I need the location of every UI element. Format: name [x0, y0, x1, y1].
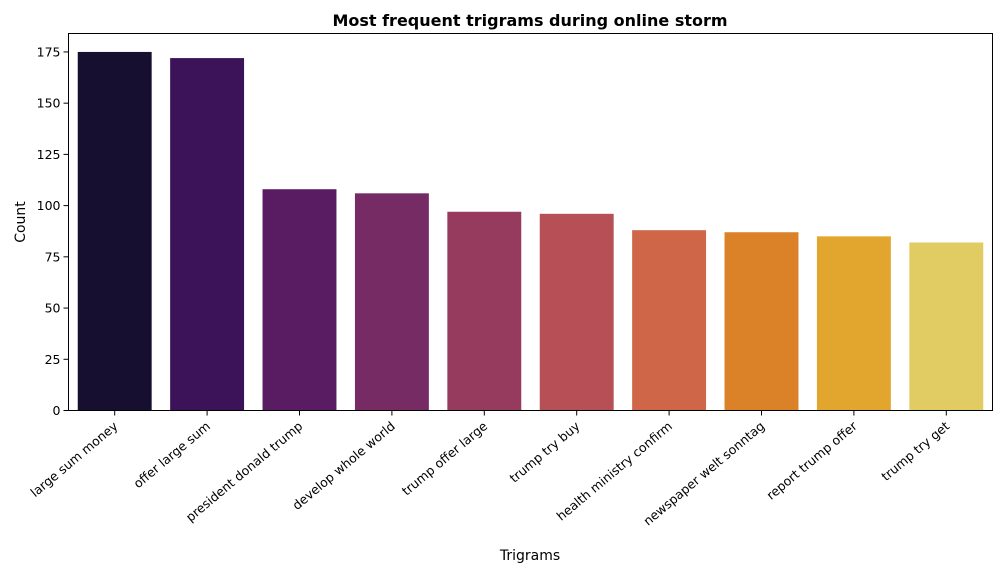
y-tick-label: 0: [53, 403, 61, 418]
chart-title: Most frequent trigrams during online sto…: [332, 11, 727, 30]
bar-health-ministry-confirm: [632, 230, 707, 411]
y-tick-label: 100: [37, 198, 61, 213]
x-tick-label: report trump offer: [763, 418, 860, 503]
bar-offer-large-sum: [170, 58, 245, 411]
bar-trump-offer-large: [447, 211, 522, 411]
y-tick-label: 25: [45, 352, 61, 367]
bar-newspaper-welt-sonntag: [724, 232, 799, 411]
x-tick-label: trump offer large: [399, 418, 491, 498]
bar-large-sum-money: [77, 51, 152, 411]
x-axis-label: Trigrams: [499, 548, 560, 564]
x-tick-label: trump try get: [878, 418, 952, 484]
x-tick-label: offer large sum: [130, 418, 213, 491]
x-tick-label: large sum money: [27, 418, 121, 500]
x-tick-label: trump try buy: [507, 418, 584, 486]
bar-develop-whole-world: [354, 193, 429, 411]
y-axis-label: Count: [13, 201, 29, 243]
bar-president-donald-trump: [262, 189, 337, 411]
y-tick-label: 125: [37, 147, 61, 162]
bar-report-trump-offer: [816, 236, 891, 411]
y-tick-label: 50: [45, 301, 61, 316]
y-tick-label: 75: [45, 249, 61, 264]
x-tick-label: develop whole world: [289, 418, 398, 512]
y-axis: 0 25 50 75 100 125 150 175: [37, 44, 69, 418]
bar-trump-try-get: [909, 242, 984, 411]
y-tick-label: 150: [37, 96, 61, 111]
bar-trump-try-buy: [539, 213, 614, 411]
y-tick-label: 175: [37, 44, 61, 59]
x-axis: large sum money offer large sumpresident …: [27, 410, 952, 528]
plot-frame: [68, 33, 993, 411]
bars-group: [77, 51, 984, 411]
